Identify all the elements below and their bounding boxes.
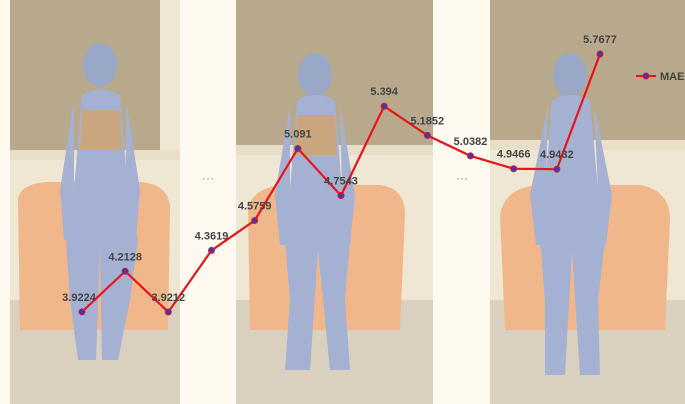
value-label: 5.0382	[454, 136, 488, 148]
data-point	[164, 308, 172, 316]
value-label: 3.9212	[152, 292, 186, 304]
value-label: 5.394	[370, 86, 398, 98]
data-point	[553, 165, 561, 173]
value-label: 4.2128	[108, 251, 142, 263]
value-label: 4.7543	[324, 176, 358, 188]
data-point	[294, 145, 302, 153]
value-label: 4.3619	[195, 230, 229, 242]
value-label: 5.091	[284, 129, 312, 141]
data-point	[208, 246, 215, 254]
value-label: 4.9466	[497, 149, 531, 161]
plot: 3.9224 4.2128 3.9212 4.3619 4.5759 5.091 4.754…	[62, 34, 684, 316]
value-label: 4.9432	[540, 149, 574, 161]
photo-panel	[490, 0, 685, 404]
data-point	[121, 267, 129, 275]
ellipsis: ···	[456, 171, 468, 185]
legend-label: MAE	[660, 71, 684, 83]
data-point	[423, 131, 431, 139]
data-point	[380, 102, 388, 110]
data-point	[78, 308, 86, 316]
data-point	[510, 165, 518, 173]
value-label: 3.9224	[62, 292, 97, 304]
data-point	[251, 217, 259, 225]
data-point	[467, 152, 474, 160]
value-label: 4.5759	[238, 201, 272, 213]
data-point	[596, 50, 604, 58]
value-label: 5.7677	[583, 34, 617, 46]
photo-panel	[236, 0, 433, 404]
ellipsis: ···	[202, 171, 214, 185]
photo-panel	[10, 0, 180, 404]
legend-marker	[642, 72, 650, 80]
value-label: 5.1852	[411, 115, 445, 127]
data-point	[337, 192, 345, 200]
